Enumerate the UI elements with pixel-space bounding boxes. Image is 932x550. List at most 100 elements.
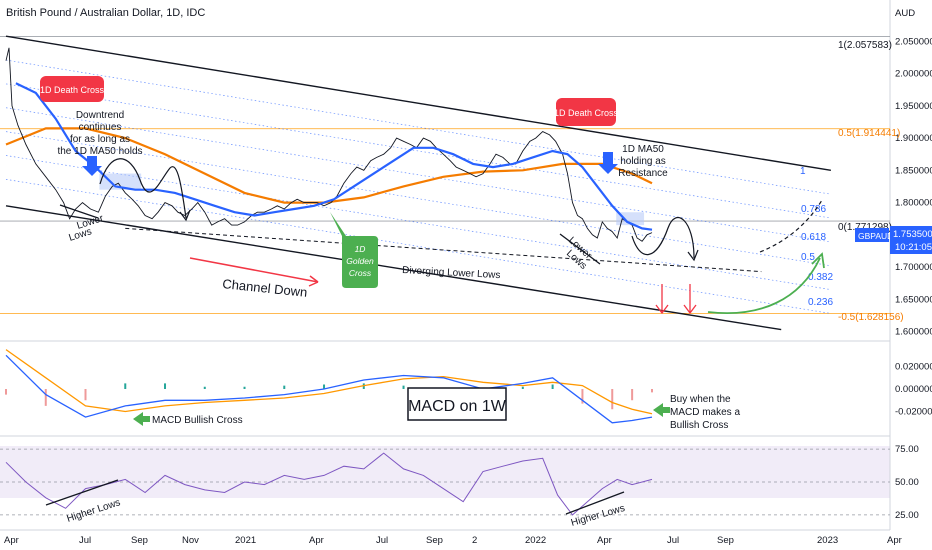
macd-histogram-bar — [551, 384, 554, 389]
macd-histogram-bar — [283, 385, 286, 389]
down-arrow-icon — [598, 152, 618, 174]
price-series-group — [5, 47, 653, 242]
countdown: 10:21:05 — [895, 242, 932, 253]
macd-title-box — [407, 387, 507, 421]
macd-tick-label: -0.020000 — [895, 407, 932, 418]
macd-line — [5, 354, 653, 424]
macd-title: MACD on 1W — [408, 398, 507, 415]
macd-histogram-bar — [5, 389, 7, 395]
consolidation-box — [99, 173, 142, 190]
currency-label: AUD — [895, 8, 915, 19]
time-tick-label: Apr — [309, 535, 324, 546]
macd-histogram-bar — [402, 385, 405, 389]
time-tick-label: Jul — [79, 535, 91, 546]
price-tick-label: 1.800000 — [895, 198, 932, 209]
consolidation-box — [616, 212, 645, 226]
macd-group — [5, 349, 653, 424]
channel-line — [5, 205, 782, 331]
fib-label-neg-0-5: -0.5(1.628156) — [838, 312, 904, 323]
last-price-tag: GBPAUD 1.753500 10:21:05 — [855, 226, 932, 254]
ma50-line-3: Resistance — [618, 168, 668, 179]
diverging-lows-line — [125, 227, 762, 273]
death-cross-callout-2: 1D Death Cross — [554, 98, 619, 126]
retr-label-05: 0.5 — [801, 252, 815, 263]
price-tick-label: 2.050000 — [895, 36, 932, 47]
retr-label-0382: 0.382 — [808, 272, 833, 283]
macd-histogram-bar — [611, 389, 614, 410]
buy-when-line-2: MACD makes a — [670, 407, 740, 418]
time-tick-label: Apr — [4, 535, 19, 546]
channel-fib-line — [5, 59, 831, 195]
time-tick-label: Jul — [667, 535, 679, 546]
golden-cross-line-2: Golden — [346, 256, 374, 266]
time-tick-label: Apr — [597, 535, 612, 546]
macd-histogram-bar — [164, 383, 167, 389]
time-tick-label: Sep — [717, 535, 734, 546]
macd-histogram-bar — [323, 384, 326, 389]
downtrend-line-2: continues — [79, 122, 122, 133]
time-tick-label: 2 — [472, 535, 477, 546]
rsi-tick-label: 50.00 — [895, 477, 919, 488]
projection-arrowhead-icon — [179, 209, 191, 222]
ma50-line — [15, 82, 653, 231]
time-tick-label: 2023 — [817, 535, 838, 546]
macd-histogram-bar — [521, 386, 524, 389]
macd-histogram-bar — [631, 389, 634, 401]
buy-when-line-1: Buy when the — [670, 394, 731, 405]
golden-cross-callout: 1D Golden Cross — [330, 212, 378, 288]
macd-histogram-bar — [581, 389, 584, 404]
death-cross-callout-1: 1D Death Cross — [40, 76, 105, 102]
ma50-resistance-note: 1D MA50 holding as Resistance — [618, 144, 668, 179]
time-tick-label: Sep — [131, 535, 148, 546]
macd-histogram-bar — [243, 386, 246, 389]
price-tick-label: 2.000000 — [895, 69, 932, 80]
rsi-tick-label: 75.00 — [895, 444, 919, 455]
downtrend-line-4: the 1D MA50 holds — [57, 146, 142, 157]
retr-label-0618: 0.618 — [801, 232, 826, 243]
symbol-tag: GBPAUD — [858, 231, 893, 241]
macd-histogram-bar — [124, 383, 127, 389]
buy-when-line-3: Bullish Cross — [670, 420, 728, 431]
downtrend-line-1: Downtrend — [76, 110, 124, 121]
channel-fib-line — [5, 83, 831, 219]
down-arrow-icon — [82, 156, 102, 176]
axes-group: 2.050000 2.000000 1.950000 1.900000 1.850000… — [4, 36, 932, 546]
bullish-arrowhead-icon — [811, 252, 825, 269]
rsi-tick-label: 25.00 — [895, 510, 919, 521]
fib-label-1: 1(2.057583) — [838, 40, 892, 51]
price-tick-label: 1.900000 — [895, 133, 932, 144]
macd-tick-label: 0.020000 — [895, 362, 932, 373]
macd-signal-line — [5, 349, 653, 415]
macd-bullish-label: MACD Bullish Cross — [152, 415, 243, 426]
ma200-line — [5, 127, 653, 204]
golden-cross-line-1: 1D — [355, 244, 366, 254]
price-tick-label: 1.950000 — [895, 101, 932, 112]
time-tick-label: Jul — [376, 535, 388, 546]
macd-histogram-bar — [44, 389, 47, 406]
diverging-lows-label: Diverging Lower Lows — [402, 265, 501, 281]
retr-label-1: 1 — [800, 166, 806, 177]
death-cross-label-1: 1D Death Cross — [40, 85, 105, 95]
retr-label-0236: 0.236 — [808, 297, 833, 308]
price-tick-label: 1.650000 — [895, 294, 932, 305]
projection-arrowhead-icon — [687, 249, 699, 262]
macd-histogram-bar — [651, 389, 653, 393]
left-arrow-icon — [133, 412, 150, 426]
fib-levels-group — [0, 36, 890, 314]
rsi-line — [5, 452, 653, 516]
bullish-projection-path — [707, 257, 821, 314]
chart-title: British Pound / Australian Dollar, 1D, I… — [6, 7, 205, 19]
red-down-arrow-icon — [683, 284, 697, 315]
time-tick-label: 2021 — [235, 535, 256, 546]
price-tick-label: 1.600000 — [895, 327, 932, 338]
death-cross-label-2: 1D Death Cross — [554, 108, 619, 118]
downtrend-note: Downtrend continues for as long as the 1… — [57, 110, 142, 157]
last-price: 1.753500 — [893, 229, 932, 240]
ma50-line-2: holding as — [620, 156, 666, 167]
projection-path-1 — [99, 158, 187, 219]
channel-arrow — [189, 257, 319, 283]
rsi-group — [0, 448, 890, 516]
channel-group — [5, 35, 832, 331]
lower-lows-trendline — [559, 233, 601, 265]
